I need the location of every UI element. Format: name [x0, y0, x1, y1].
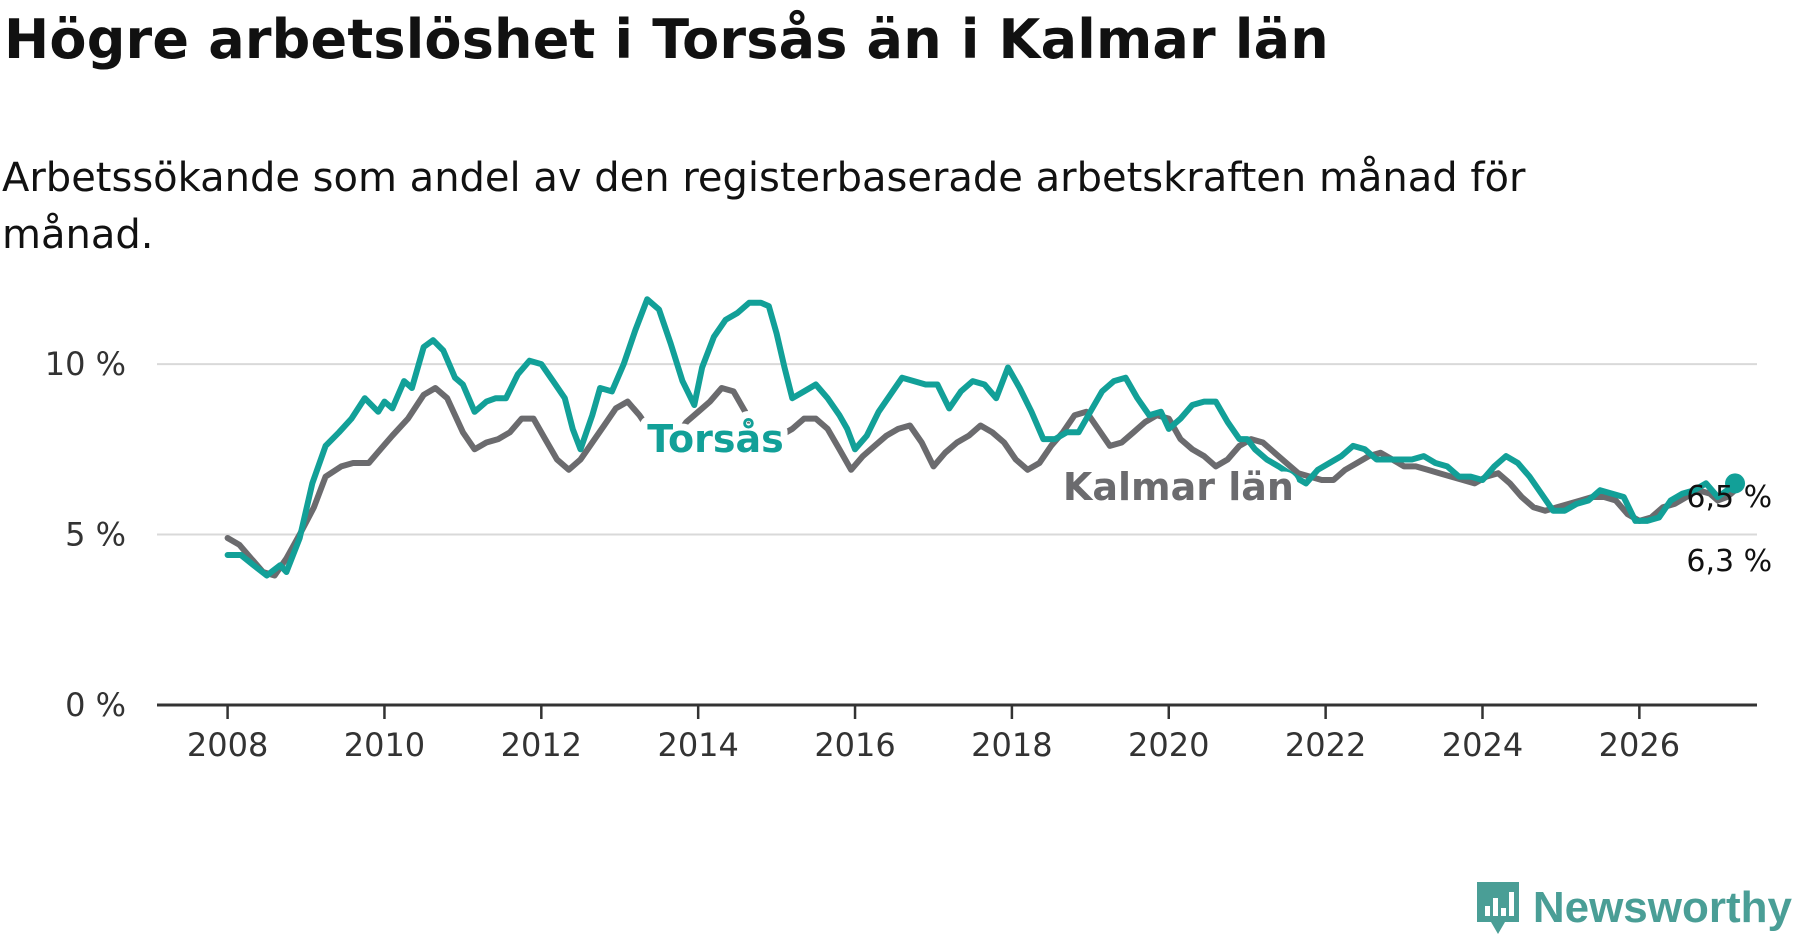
newsworthy-logo-text: Newsworthy [1532, 883, 1792, 932]
series-label-kalmar-halo: Kalmar län [1063, 465, 1294, 509]
torsas-end-marker [1725, 473, 1746, 494]
x-tick-label-2010: 2010 [344, 726, 425, 764]
chart-title: Högre arbetslöshet i Torsås än i Kalmar … [4, 8, 1329, 71]
series-line-torsås [224, 296, 1738, 579]
x-tick-label-2018: 2018 [971, 726, 1052, 764]
chart-subtitle: Arbetssökande som andel av den registerb… [2, 155, 1526, 258]
newsworthy-logo-icon [1476, 882, 1519, 934]
y-tick-label-10: 10 % [45, 345, 126, 383]
y-tick-label-0: 0 % [65, 686, 126, 724]
x-tick-label-2022: 2022 [1285, 726, 1366, 764]
x-tick-label-2012: 2012 [501, 726, 582, 764]
x-tick-label-2014: 2014 [657, 726, 738, 764]
gridlines [157, 363, 1757, 536]
series-label-torsas: Torsås [647, 417, 784, 461]
end-value-torsas: 6,5 % [1686, 480, 1772, 515]
series-lines [224, 296, 1746, 579]
x-axis: 2008 2010 2012 2014 2016 2018 2020 2022 2024 2026 [157, 703, 1757, 764]
x-tick-label-2016: 2016 [814, 726, 895, 764]
x-tick-label-2024: 2024 [1442, 726, 1523, 764]
series-label-kalmar: Kalmar län [1063, 465, 1294, 509]
series-label-torsas-halo: Torsås [647, 417, 784, 461]
series-line-kalmar-län [224, 385, 1738, 579]
y-tick-label-5: 5 % [65, 516, 126, 554]
x-tick-label-2020: 2020 [1128, 726, 1209, 764]
x-tick-label-2008: 2008 [187, 726, 268, 764]
y-axis-ticks: 0 % 5 % 10 % [45, 345, 126, 724]
x-tick-label-2026: 2026 [1599, 726, 1680, 764]
end-value-kalmar: 6,3 % [1686, 544, 1772, 579]
newsworthy-logo: Newsworthy [1473, 878, 1792, 938]
